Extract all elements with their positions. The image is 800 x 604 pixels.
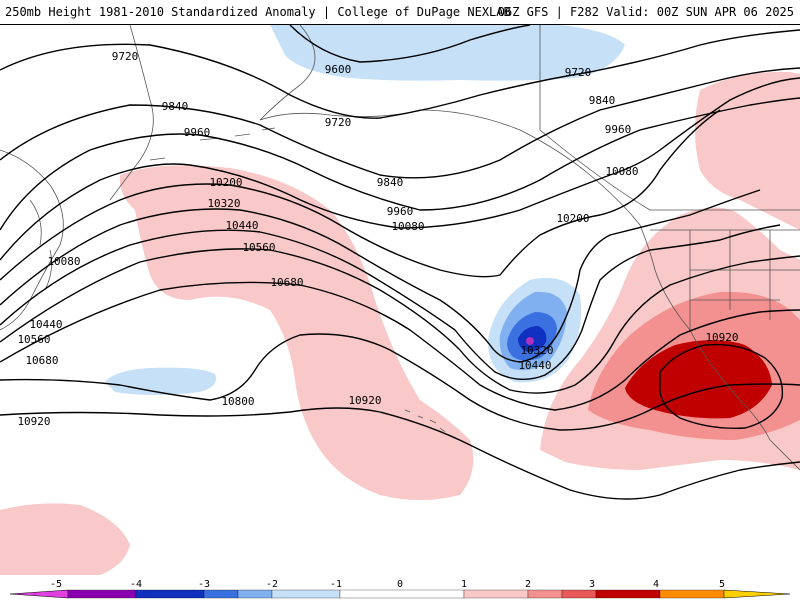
anomaly-map: 9600 9720 9720 9720 9840 9840 9840 9960 … bbox=[0, 25, 800, 575]
contour-10560 bbox=[0, 248, 800, 394]
asia-coast bbox=[0, 149, 64, 331]
kamchatka-coast bbox=[109, 25, 154, 201]
colorbar-tick-label: -1 bbox=[330, 579, 342, 590]
contour-label: 10680 bbox=[25, 354, 58, 367]
contour-label: 9960 bbox=[387, 205, 414, 218]
colorbar-tick-label: 1 bbox=[461, 579, 467, 590]
contour-label: 10560 bbox=[17, 333, 50, 346]
contour-10080 bbox=[0, 77, 800, 261]
colorbar-seg-pos1 bbox=[463, 589, 529, 599]
contour-label: 10200 bbox=[556, 212, 589, 225]
colorbar-svg: -5 -4 -3 -2 -1 0 1 2 3 4 5 bbox=[9, 579, 791, 599]
neg-anomaly-central-pacific bbox=[105, 367, 216, 395]
contour-9960 bbox=[0, 97, 800, 231]
colorbar-seg-neg3 bbox=[135, 589, 205, 599]
colorbar-seg-zero bbox=[339, 589, 465, 599]
colorbar-seg-pos2 bbox=[561, 589, 597, 599]
negative-anomaly-shading bbox=[105, 25, 625, 395]
aleutian-islands bbox=[149, 127, 276, 161]
contour-label: 10080 bbox=[391, 220, 424, 233]
contour-label: 9720 bbox=[325, 116, 352, 129]
colorbar-seg-pos1-5 bbox=[527, 589, 563, 599]
colorbar-tick-label: 4 bbox=[653, 579, 659, 590]
us-states bbox=[650, 229, 800, 330]
contour-label: 10920 bbox=[17, 415, 50, 428]
height-contours bbox=[0, 25, 800, 500]
contour-label: 9600 bbox=[325, 63, 352, 76]
contour-10800 bbox=[0, 333, 800, 431]
map-title: 250mb Height 1981-2010 Standardized Anom… bbox=[5, 5, 511, 19]
contour-label: 9720 bbox=[112, 50, 139, 63]
contour-label: 9960 bbox=[605, 123, 632, 136]
colorbar-tick-label: 2 bbox=[525, 579, 531, 590]
pos-anomaly-canada bbox=[695, 71, 800, 231]
contour-label: 10680 bbox=[270, 276, 303, 289]
contour-labels: 9600 9720 9720 9720 9840 9840 9840 9960 … bbox=[17, 50, 738, 428]
contour-label: 10920 bbox=[705, 331, 738, 344]
colorbar-seg-pos4 bbox=[659, 589, 725, 599]
contour-10920-closed bbox=[659, 343, 784, 429]
low-center-marker bbox=[526, 337, 534, 345]
contour-10680 bbox=[0, 281, 800, 411]
colorbar-segments bbox=[9, 589, 791, 599]
colorbar-seg-pos3 bbox=[595, 589, 661, 599]
contour-10920-outer bbox=[0, 407, 800, 500]
colorbar-tick-label: 0 bbox=[397, 579, 403, 590]
colorbar-tick-label: -2 bbox=[266, 579, 278, 590]
alaska-coast bbox=[259, 25, 800, 471]
contour-label: 9840 bbox=[377, 176, 404, 189]
contour-label: 9720 bbox=[565, 66, 592, 79]
contour-label: 9840 bbox=[162, 100, 189, 113]
neg-anomaly-gulf-alaska bbox=[270, 25, 625, 81]
contour-label: 10440 bbox=[225, 219, 258, 232]
colorbar-legend: -5 -4 -3 -2 -1 0 1 2 3 4 5 bbox=[0, 576, 800, 600]
contour-label: 10440 bbox=[518, 359, 551, 372]
colorbar-ticks: -5 -4 -3 -2 -1 0 1 2 3 4 5 bbox=[50, 579, 725, 590]
contour-label: 10320 bbox=[520, 344, 553, 357]
hawaii-islands bbox=[404, 409, 446, 433]
contour-label: 10080 bbox=[605, 165, 638, 178]
colorbar-arrow-right bbox=[723, 589, 791, 599]
colorbar-tick-label: -5 bbox=[50, 579, 62, 590]
contour-10440 bbox=[0, 224, 781, 380]
contour-label: 10200 bbox=[209, 176, 242, 189]
contour-label: 10800 bbox=[221, 395, 254, 408]
contour-9840 bbox=[0, 67, 800, 179]
colorbar-seg-neg4 bbox=[67, 589, 137, 599]
contour-label: 10920 bbox=[348, 394, 381, 407]
colorbar-seg-neg1 bbox=[271, 589, 341, 599]
colorbar-tick-label: -3 bbox=[198, 579, 210, 590]
contour-label: 10560 bbox=[242, 241, 275, 254]
coastlines bbox=[0, 25, 800, 471]
contour-label: 10080 bbox=[47, 255, 80, 268]
pos-anomaly-sw-corner bbox=[0, 503, 130, 575]
contour-10320 bbox=[0, 189, 761, 363]
contour-10200 bbox=[0, 109, 721, 281]
colorbar-tick-label: 5 bbox=[719, 579, 725, 590]
colorbar-arrow-left bbox=[9, 589, 69, 599]
contour-label: 9840 bbox=[589, 94, 616, 107]
model-run-info: 06Z GFS | F282 Valid: 00Z SUN APR 06 202… bbox=[497, 5, 794, 19]
colorbar-seg-neg2 bbox=[203, 589, 239, 599]
map-header: 250mb Height 1981-2010 Standardized Anom… bbox=[0, 0, 800, 25]
colorbar-tick-label: -4 bbox=[130, 579, 142, 590]
japan-islands bbox=[29, 199, 53, 291]
colorbar-seg-neg1-5 bbox=[237, 589, 273, 599]
colorbar-tick-label: 3 bbox=[589, 579, 595, 590]
pos-anomaly-subtropical-pacific bbox=[119, 165, 474, 500]
positive-anomaly-shading bbox=[0, 71, 800, 575]
contour-label: 10440 bbox=[29, 318, 62, 331]
contour-9720 bbox=[0, 29, 800, 119]
contour-label: 9960 bbox=[184, 126, 211, 139]
contour-label: 10320 bbox=[207, 197, 240, 210]
contour-9600 bbox=[289, 25, 531, 63]
